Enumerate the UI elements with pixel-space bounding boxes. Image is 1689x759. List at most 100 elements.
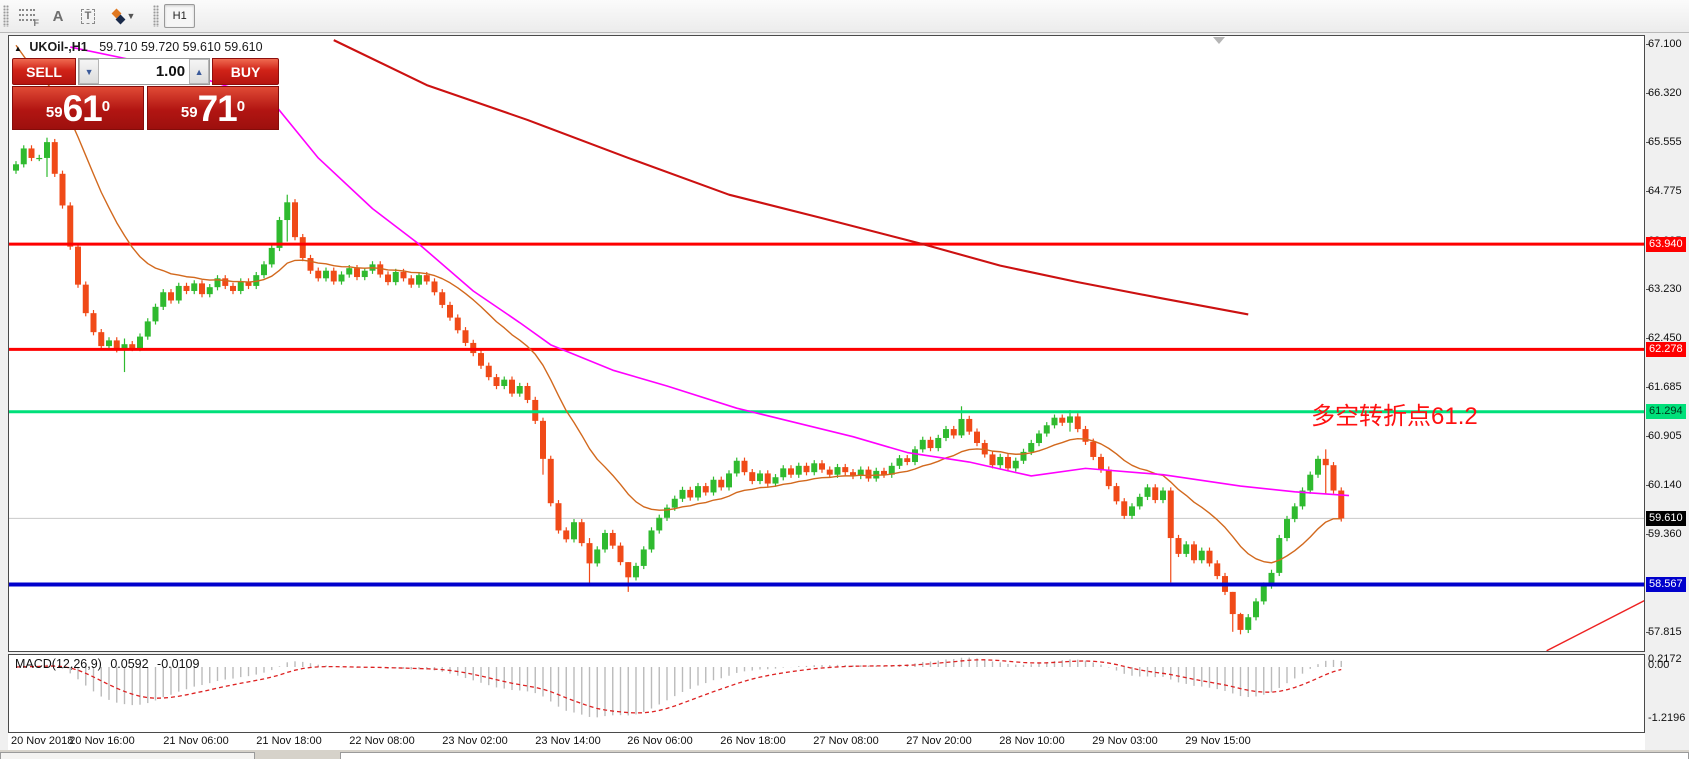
sell-quote-panel[interactable]: 59 61 0 xyxy=(12,86,144,130)
time-axis-label: 27 Nov 20:00 xyxy=(906,735,972,747)
candle xyxy=(888,465,895,475)
time-axis-label: 27 Nov 08:00 xyxy=(813,735,879,747)
chart-title: UKOil-,H1 xyxy=(29,40,88,54)
candles-layer xyxy=(13,137,1345,635)
price-axis-tick: 63.230 xyxy=(1648,283,1682,295)
price-axis-hash xyxy=(1646,142,1650,143)
candle xyxy=(1012,460,1019,469)
candle xyxy=(253,275,260,286)
candle xyxy=(485,365,492,378)
text-icon[interactable]: A xyxy=(52,7,64,25)
time-axis-label: 21 Nov 06:00 xyxy=(163,735,229,747)
price-marker-61.294: 61.294 xyxy=(1646,404,1686,419)
candle xyxy=(718,479,725,488)
candle xyxy=(1082,429,1089,442)
candle xyxy=(222,278,229,286)
timeframe-toolbar-grip[interactable] xyxy=(153,5,159,27)
price-axis-tick: 57.815 xyxy=(1648,626,1682,638)
candle xyxy=(276,220,283,248)
candle xyxy=(98,332,105,347)
fibonacci-icon[interactable]: F xyxy=(13,3,43,29)
buy-button[interactable]: BUY xyxy=(212,58,279,85)
toolbar-grip[interactable] xyxy=(3,5,9,27)
candle xyxy=(679,489,686,499)
candle xyxy=(826,469,833,475)
chart-text-annotation[interactable]: 多空转折点61.2 xyxy=(1311,403,1478,430)
time-axis-label: 26 Nov 18:00 xyxy=(720,735,786,747)
macd-signal-line xyxy=(15,659,1342,714)
candle xyxy=(1074,416,1081,430)
candle xyxy=(617,545,624,563)
candle xyxy=(1028,443,1035,452)
chart-header: ▲ UKOil-,H1 59.710 59.720 59.610 59.610 xyxy=(14,40,263,54)
candle xyxy=(268,247,275,265)
candle xyxy=(664,507,670,518)
candle xyxy=(1036,433,1042,444)
candle xyxy=(168,292,174,301)
price-axis-hash xyxy=(1646,534,1650,535)
candle xyxy=(284,202,291,221)
volume-spinner: ▼ ▲ xyxy=(78,58,211,85)
macd-indicator-pane[interactable]: MACD(12,26,9) 0.0592 -0.0109 xyxy=(8,654,1645,733)
bottom-panel-segment xyxy=(340,752,1689,759)
candle xyxy=(710,479,717,493)
candle xyxy=(648,530,655,550)
candle xyxy=(1229,591,1236,615)
candle xyxy=(493,377,500,387)
price-axis-tick: 62.450 xyxy=(1648,332,1682,344)
buy-quote-panel[interactable]: 59 71 0 xyxy=(147,86,279,130)
collapse-arrow-icon[interactable]: ▲ xyxy=(14,44,22,53)
candle xyxy=(431,281,438,293)
candle xyxy=(896,458,903,466)
volume-decrease-button[interactable]: ▼ xyxy=(79,59,100,84)
timeframe-button-H1[interactable]: H1 xyxy=(164,4,196,28)
candle xyxy=(439,292,446,305)
price-chart-canvas[interactable] xyxy=(9,36,1644,651)
candle xyxy=(113,340,120,350)
time-axis-label: 23 Nov 14:00 xyxy=(535,735,601,747)
candle xyxy=(1322,458,1329,466)
ma-line xyxy=(70,46,1350,497)
candle xyxy=(346,268,353,275)
candle xyxy=(191,283,198,291)
price-axis-hash xyxy=(1646,387,1650,388)
price-axis-tick: 67.100 xyxy=(1648,38,1682,50)
time-axis-label: 23 Nov 02:00 xyxy=(442,735,508,747)
candle xyxy=(671,498,678,508)
arrows-icon[interactable]: ▼ xyxy=(103,3,145,29)
candle xyxy=(416,275,422,285)
candle xyxy=(206,287,213,295)
candle xyxy=(462,330,469,343)
candle xyxy=(1237,614,1244,630)
candle xyxy=(1315,458,1321,475)
candle xyxy=(1245,617,1252,630)
chart-shift-marker-icon[interactable] xyxy=(1213,37,1225,44)
price-marker-63.940: 63.940 xyxy=(1646,237,1686,252)
volume-input[interactable] xyxy=(99,59,190,84)
price-axis-tick: 64.775 xyxy=(1648,185,1682,197)
time-axis[interactable]: 20 Nov 2018 20 Nov 16:00 21 Nov 06:00 21 No… xyxy=(8,733,1645,750)
candle xyxy=(842,467,849,473)
sell-price-small: 59 xyxy=(45,104,63,121)
candle xyxy=(981,443,988,455)
candle xyxy=(1105,469,1112,487)
buy-price-sup: 0 xyxy=(236,98,246,115)
volume-increase-button[interactable]: ▲ xyxy=(189,59,210,84)
candle xyxy=(67,205,74,247)
text-label-icon[interactable]: T xyxy=(73,3,103,29)
candle xyxy=(447,304,453,318)
price-axis[interactable]: 67.10066.32065.55564.77563.99563.23062.4… xyxy=(1646,35,1689,750)
price-marker-62.278: 62.278 xyxy=(1646,342,1686,357)
candle xyxy=(1129,506,1135,516)
price-chart-pane[interactable]: ▲ UKOil-,H1 59.710 59.720 59.610 59.610 … xyxy=(8,35,1645,652)
price-axis-hash xyxy=(1646,93,1650,94)
candle xyxy=(516,386,523,394)
sell-button[interactable]: SELL xyxy=(12,58,77,85)
ma-line xyxy=(15,44,1342,564)
candle xyxy=(695,486,701,498)
candle xyxy=(423,275,430,282)
candle xyxy=(51,142,58,174)
trendline xyxy=(1546,599,1644,651)
macd-label: MACD(12,26,9) 0.0592 -0.0109 xyxy=(15,657,199,671)
